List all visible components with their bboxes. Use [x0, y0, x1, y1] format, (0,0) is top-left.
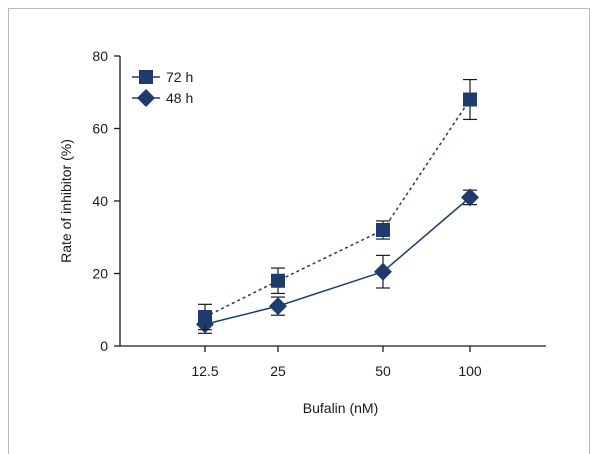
data-point: [376, 223, 390, 237]
y-tick-label: 80: [92, 48, 108, 64]
legend-label: 48 h: [166, 90, 193, 106]
data-point: [198, 310, 212, 324]
y-tick-label: 40: [92, 193, 108, 209]
x-tick-label: 12.5: [191, 363, 218, 379]
data-point: [461, 188, 479, 207]
y-tick-label: 60: [92, 121, 108, 137]
x-axis-title: Bufalin (nM): [303, 400, 378, 416]
y-tick-label: 0: [100, 338, 108, 354]
chart-frame: [8, 8, 590, 454]
legend-label: 72 h: [166, 69, 193, 85]
legend-marker: [137, 89, 155, 107]
series-layer: [196, 78, 479, 334]
series-line: [204, 196, 471, 325]
x-tick-label: 50: [375, 363, 391, 379]
data-point: [269, 297, 287, 316]
legend-marker: [139, 70, 153, 84]
axes: 0 20 40 60 80 12.5 25 50 100: [92, 48, 546, 379]
y-tick-label: 20: [92, 266, 108, 282]
data-point: [374, 262, 392, 281]
series-72-h: [198, 78, 477, 331]
data-point: [271, 273, 285, 288]
x-tick-label: 100: [458, 363, 482, 379]
legend-item: 48 h: [132, 89, 193, 107]
y-axis-title: Rate of inhibitor (%): [58, 139, 74, 263]
legend-item: 72 h: [132, 69, 193, 85]
data-point: [463, 92, 477, 107]
legend: 72 h 48 h: [132, 69, 193, 107]
x-tick-label: 25: [270, 363, 286, 379]
series-line: [204, 99, 471, 318]
series-48-h: [196, 188, 479, 334]
